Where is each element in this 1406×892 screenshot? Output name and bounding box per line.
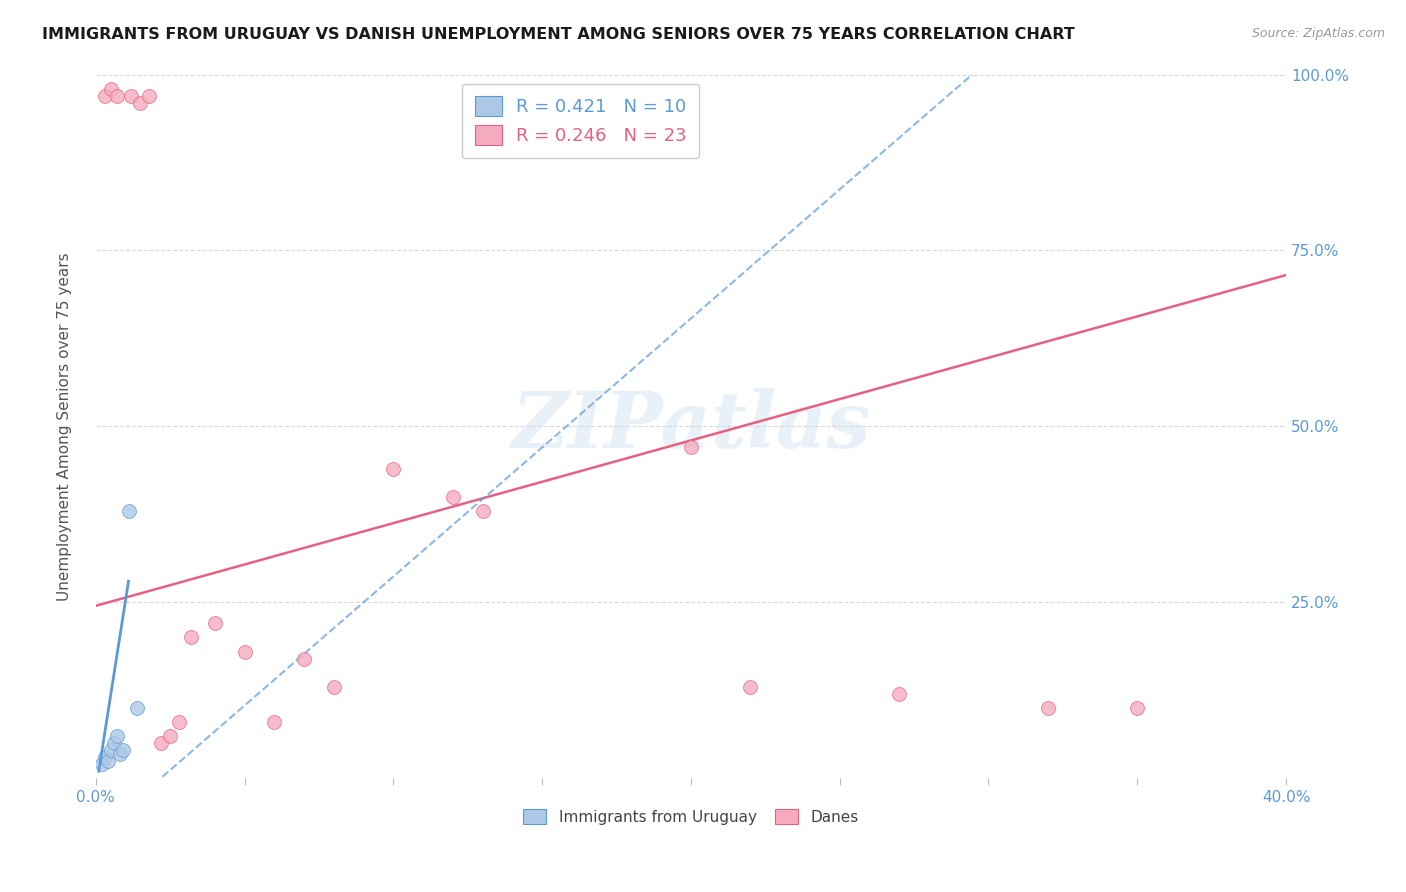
Point xyxy=(263,714,285,729)
Point xyxy=(117,504,139,518)
Point xyxy=(105,88,128,103)
Text: ZIPatlas: ZIPatlas xyxy=(512,388,870,465)
Point xyxy=(204,616,226,631)
Point xyxy=(100,743,122,757)
Legend: Immigrants from Uruguay, Danes: Immigrants from Uruguay, Danes xyxy=(515,799,868,834)
Point xyxy=(93,88,115,103)
Y-axis label: Unemployment Among Seniors over 75 years: Unemployment Among Seniors over 75 years xyxy=(58,252,72,600)
Text: IMMIGRANTS FROM URUGUAY VS DANISH UNEMPLOYMENT AMONG SENIORS OVER 75 YEARS CORRE: IMMIGRANTS FROM URUGUAY VS DANISH UNEMPL… xyxy=(42,27,1076,42)
Point xyxy=(292,651,315,665)
Point xyxy=(740,680,762,694)
Point xyxy=(121,88,143,103)
Point xyxy=(180,631,202,645)
Point xyxy=(138,88,160,103)
Point xyxy=(111,743,134,757)
Point xyxy=(1126,701,1149,715)
Point xyxy=(97,754,120,768)
Point xyxy=(150,736,173,750)
Point xyxy=(167,714,190,729)
Point xyxy=(1036,701,1059,715)
Point xyxy=(159,729,181,743)
Point xyxy=(679,441,702,455)
Point xyxy=(129,95,152,110)
Point xyxy=(441,490,464,504)
Point xyxy=(471,504,494,518)
Point xyxy=(889,687,911,701)
Point xyxy=(103,736,125,750)
Point xyxy=(127,701,149,715)
Point xyxy=(90,757,112,772)
Point xyxy=(233,644,256,658)
Point xyxy=(382,461,405,475)
Point xyxy=(322,680,344,694)
Point xyxy=(105,729,128,743)
Text: Source: ZipAtlas.com: Source: ZipAtlas.com xyxy=(1251,27,1385,40)
Point xyxy=(93,750,115,764)
Point xyxy=(108,747,131,761)
Point xyxy=(100,81,122,95)
